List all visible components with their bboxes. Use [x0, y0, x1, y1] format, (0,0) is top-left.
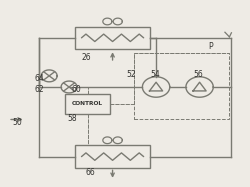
Bar: [65, 94, 110, 114]
Bar: [75, 145, 150, 168]
Text: 60: 60: [72, 85, 81, 94]
Text: 58: 58: [68, 114, 78, 123]
Bar: [75, 27, 150, 49]
Text: P: P: [208, 42, 213, 51]
Text: 52: 52: [126, 70, 136, 79]
Text: 64: 64: [34, 74, 44, 83]
Bar: [134, 53, 230, 119]
Text: 62: 62: [34, 85, 44, 94]
Text: 50: 50: [12, 118, 22, 127]
Text: CONTROL: CONTROL: [72, 101, 103, 106]
Text: 66: 66: [85, 168, 95, 177]
Text: 26: 26: [82, 53, 91, 62]
Text: 56: 56: [193, 70, 203, 79]
Text: 54: 54: [150, 70, 160, 79]
